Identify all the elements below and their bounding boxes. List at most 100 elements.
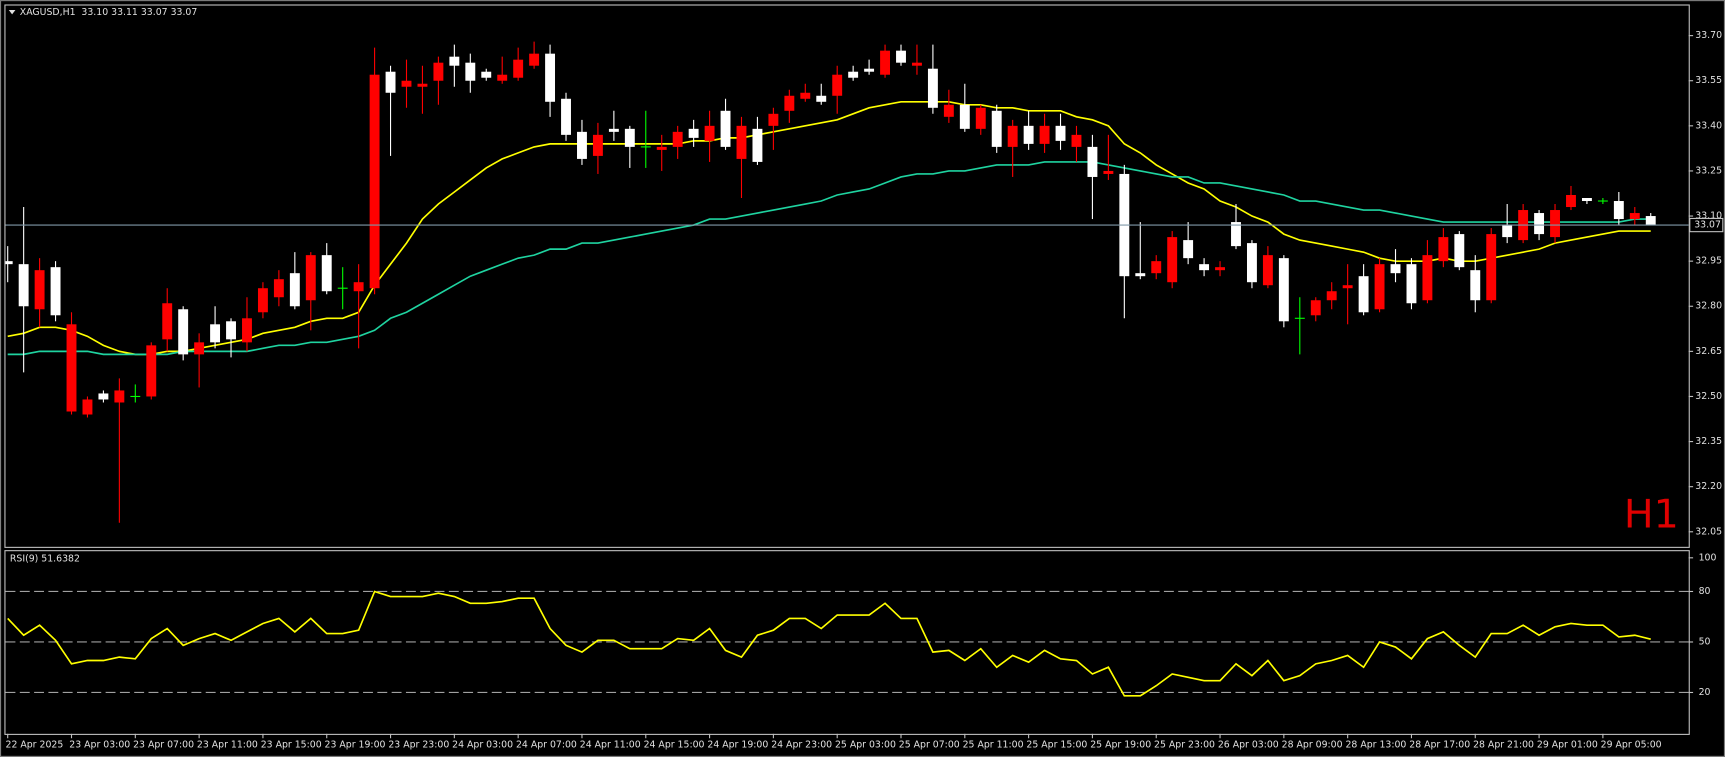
candle-body	[178, 309, 189, 355]
candle-body	[816, 95, 827, 102]
candle-body	[1422, 255, 1433, 301]
x-tick-label: 24 Apr 07:00	[516, 739, 577, 750]
rsi-tick-label: 100	[1699, 552, 1717, 563]
candle-body	[545, 53, 556, 102]
candle-body	[1629, 213, 1640, 220]
x-tick-label: 25 Apr 03:00	[835, 739, 896, 750]
candle-body	[1502, 225, 1513, 238]
candle-body	[880, 50, 891, 75]
menu-triangle	[8, 9, 16, 15]
candle-body	[321, 255, 332, 292]
x-tick-label: 28 Apr 13:00	[1345, 739, 1406, 750]
candle-body	[704, 125, 715, 141]
candle-body	[1406, 264, 1417, 304]
candle-body	[481, 71, 492, 78]
y-tick-label: 32.50	[1695, 391, 1722, 402]
candle-body	[401, 80, 412, 87]
candle-body	[720, 110, 731, 147]
x-tick-label: 24 Apr 11:00	[580, 739, 641, 750]
candle-body	[561, 98, 571, 135]
candle-body	[1103, 170, 1114, 174]
candle-body	[943, 104, 954, 117]
candle-body	[242, 318, 252, 343]
x-tick-label: 24 Apr 03:00	[452, 739, 513, 750]
candle-body	[688, 128, 699, 138]
candle-body	[385, 71, 396, 93]
x-tick-label: 28 Apr 21:00	[1473, 739, 1534, 750]
candle-body	[1039, 125, 1050, 144]
candle-body	[1151, 261, 1162, 274]
candle-body	[592, 134, 603, 156]
candle-body	[656, 146, 667, 150]
candle-body	[1470, 270, 1481, 301]
candle-body	[1326, 291, 1337, 301]
candle-body	[513, 59, 524, 78]
candle-body	[50, 267, 61, 316]
candle-body	[1246, 243, 1257, 283]
candle-body	[608, 128, 619, 132]
candle-body	[752, 128, 763, 162]
y-tick-label: 32.05	[1695, 526, 1722, 537]
x-tick-label: 23 Apr 11:00	[197, 739, 258, 750]
x-tick-label: 25 Apr 23:00	[1154, 739, 1215, 750]
candle-body	[991, 110, 1002, 147]
candle-body	[927, 68, 938, 108]
x-tick-label: 29 Apr 05:00	[1601, 739, 1662, 750]
rsi-plot	[5, 590, 1689, 697]
price-plot	[5, 41, 1689, 523]
x-tick-label: 24 Apr 19:00	[707, 739, 768, 750]
candle-body	[353, 282, 364, 292]
candle-body	[1087, 146, 1098, 177]
rsi-tick-label: 20	[1699, 687, 1711, 698]
candle-body	[1645, 216, 1656, 226]
candle-body	[959, 104, 970, 129]
x-tick-label: 23 Apr 15:00	[261, 739, 322, 750]
candle-body	[800, 92, 811, 99]
candle-body	[114, 390, 125, 403]
x-tick-label: 22 Apr 2025	[6, 739, 64, 750]
candle-body	[1550, 210, 1560, 238]
rsi-tick-label: 80	[1699, 586, 1711, 597]
candle-body	[1135, 273, 1146, 277]
candle-body	[736, 125, 747, 159]
candle-body	[433, 62, 444, 81]
candle-body	[1310, 300, 1321, 316]
x-tick-label: 28 Apr 17:00	[1409, 739, 1470, 750]
candle-body	[226, 321, 236, 340]
candle-body	[912, 62, 922, 66]
y-tick-label: 32.20	[1695, 481, 1722, 492]
candle-body	[1534, 213, 1545, 235]
candle-body	[497, 74, 508, 81]
candle-body	[1613, 201, 1624, 220]
x-tick-label: 23 Apr 07:00	[133, 739, 194, 750]
candle-body	[162, 303, 173, 340]
candle-body	[1199, 264, 1210, 271]
y-tick-label: 33.70	[1695, 30, 1722, 41]
candle-body	[1007, 125, 1018, 147]
candle-body	[1055, 125, 1066, 141]
candle-body	[98, 393, 109, 400]
candle-body	[273, 279, 284, 298]
x-tick-label: 24 Apr 23:00	[771, 739, 832, 750]
candle-body	[577, 131, 587, 159]
candle-body	[848, 71, 859, 78]
candle-body	[529, 53, 540, 66]
candle-body	[1183, 240, 1194, 259]
candle-body	[417, 83, 428, 87]
x-tick-label: 24 Apr 15:00	[644, 739, 705, 750]
candle-body	[82, 399, 93, 415]
y-tick-label: 33.10	[1695, 211, 1722, 222]
candle-body	[1342, 285, 1353, 289]
candle-body	[1486, 234, 1497, 301]
candle-body	[66, 324, 77, 412]
y-tick-label: 32.35	[1695, 436, 1722, 447]
x-tick-label: 25 Apr 19:00	[1090, 739, 1151, 750]
candle-body	[146, 345, 157, 397]
ohlc-readout: 33.10 33.11 33.07 33.07	[81, 7, 197, 18]
x-tick-label: 23 Apr 23:00	[388, 739, 449, 750]
x-tick-label: 23 Apr 03:00	[69, 739, 130, 750]
rsi-tick-label: 50	[1699, 636, 1711, 647]
candle-body	[832, 74, 843, 96]
candle-body	[18, 264, 29, 307]
